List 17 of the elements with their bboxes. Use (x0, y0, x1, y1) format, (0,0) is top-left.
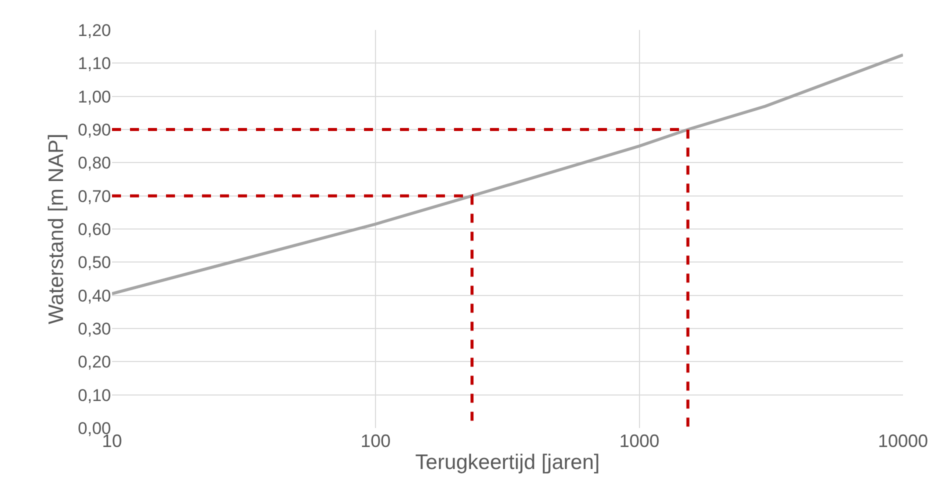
y-tick-label: 1,00 (78, 87, 111, 106)
y-tick-label: 0,90 (78, 120, 111, 140)
x-tick-label: 10000 (878, 431, 928, 451)
y-tick-label: 0,70 (78, 186, 111, 206)
y-tick-label: 1,10 (78, 54, 111, 74)
y-tick-label: 0,10 (78, 386, 111, 405)
y-tick-label: 0,60 (78, 220, 111, 239)
y-axis-title: Waterstand [m NAP] (45, 134, 68, 324)
y-tick-label: 0,30 (78, 319, 111, 338)
y-tick-label: 0,40 (78, 286, 111, 306)
x-axis-title: Terugkeertijd [jaren] (415, 451, 600, 474)
y-tick-label: 0,20 (78, 352, 111, 372)
y-tick-label: 0,50 (78, 253, 111, 272)
x-tick-label: 100 (360, 431, 391, 451)
x-tick-label: 1000 (619, 431, 660, 451)
y-tick-label: 0,80 (78, 154, 111, 173)
y-tick-label: 1,20 (78, 20, 111, 40)
